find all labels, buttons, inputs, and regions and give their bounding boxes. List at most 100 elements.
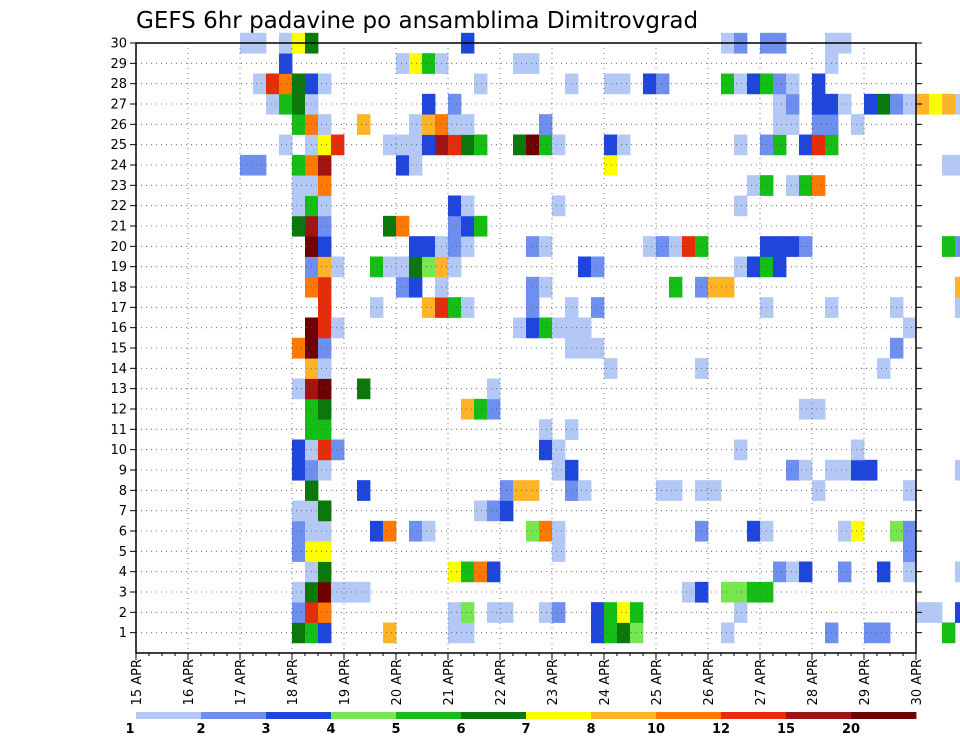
legend-swatch (331, 712, 397, 719)
heatmap-cell (747, 73, 761, 95)
heatmap-cell (955, 459, 960, 481)
heatmap-cell (448, 215, 462, 237)
x-tick-label: 21 APR (442, 659, 457, 705)
heatmap-cell (552, 602, 566, 623)
heatmap-cell (552, 317, 566, 339)
heatmap-cell (318, 73, 332, 95)
heatmap-cell (864, 93, 878, 115)
heatmap-cell (734, 256, 748, 278)
heatmap-cell (474, 215, 488, 237)
y-tick-label: 29 (110, 57, 127, 72)
legend-swatch (721, 712, 787, 719)
heatmap-cell (903, 480, 917, 501)
x-tick-label: 16 APR (182, 659, 197, 705)
heatmap-cells (240, 32, 960, 644)
heatmap-cell (734, 581, 748, 603)
heatmap-cell (526, 236, 540, 257)
heatmap-cell (604, 134, 618, 156)
chart-title: GEFS 6hr padavine po ansamblima Dimitrov… (136, 8, 698, 34)
heatmap-cell (461, 134, 475, 156)
heatmap-cell (851, 520, 865, 542)
heatmap-cell (942, 236, 956, 257)
y-tick-label: 28 (110, 77, 127, 92)
legend-label: 20 (842, 722, 860, 737)
heatmap-cell (474, 561, 488, 583)
x-tick-label: 24 APR (598, 659, 613, 705)
heatmap-cell (539, 439, 553, 461)
heatmap-cell (656, 73, 670, 95)
heatmap-cell (461, 398, 475, 420)
y-tick-label: 15 (110, 342, 127, 357)
heatmap-cell (591, 256, 605, 278)
heatmap-cell (578, 337, 592, 359)
heatmap-cell (318, 581, 332, 603)
heatmap-cell (448, 93, 462, 115)
heatmap-cell (357, 114, 371, 135)
heatmap-cell (604, 622, 618, 644)
heatmap-cell (357, 480, 371, 501)
y-tick-label: 10 (110, 443, 127, 458)
heatmap-cell (617, 134, 631, 156)
heatmap-cell (383, 256, 397, 278)
heatmap-cell (292, 195, 306, 217)
heatmap-cell (903, 93, 917, 115)
heatmap-cell (474, 134, 488, 156)
heatmap-cell (656, 480, 670, 501)
x-tick-label: 28 APR (806, 659, 821, 705)
heatmap-cell (877, 93, 891, 115)
heatmap-cell (773, 114, 787, 135)
legend-label: 15 (777, 722, 795, 737)
heatmap-cell (292, 337, 306, 359)
heatmap-cell (422, 134, 436, 156)
heatmap-cell (773, 134, 787, 156)
heatmap-cell (916, 93, 930, 115)
heatmap-cell (279, 93, 293, 115)
heatmap-cell (838, 459, 852, 481)
x-tick-label: 20 APR (390, 659, 405, 705)
heatmap-cell (721, 622, 735, 644)
heatmap-cell (838, 93, 852, 115)
legend-swatch (591, 712, 657, 719)
heatmap-cell (292, 114, 306, 135)
heatmap-cell (318, 236, 332, 257)
heatmap-cell (318, 500, 332, 522)
heatmap-cell (708, 480, 722, 501)
heatmap-cell (955, 236, 960, 257)
heatmap-cell (409, 134, 423, 156)
heatmap-cell (448, 622, 462, 644)
heatmap-cell (422, 297, 436, 318)
heatmap-cell (877, 358, 891, 379)
heatmap-cell (552, 195, 566, 217)
heatmap-cell (539, 520, 553, 542)
heatmap-cell (331, 439, 345, 461)
legend-swatch (136, 712, 202, 719)
heatmap-cell (799, 236, 813, 257)
heatmap-cell (487, 602, 501, 623)
legend-label: 3 (261, 722, 270, 737)
heatmap-cell (799, 398, 813, 420)
y-tick-label: 14 (110, 362, 127, 377)
heatmap-cell (539, 602, 553, 623)
heatmap-cell (838, 561, 852, 583)
heatmap-cell (292, 93, 306, 115)
heatmap-cell (422, 93, 436, 115)
heatmap-cell (721, 581, 735, 603)
y-tick-label: 1 (119, 626, 127, 641)
heatmap-cell (552, 134, 566, 156)
heatmap-cell (318, 154, 332, 176)
y-tick-label: 20 (110, 240, 127, 255)
heatmap-cell (864, 459, 878, 481)
legend-swatch (396, 712, 462, 719)
heatmap-cell (591, 297, 605, 318)
heatmap-cell (266, 93, 280, 115)
heatmap-cell (448, 256, 462, 278)
legend-swatch (266, 712, 332, 719)
y-tick-label: 23 (110, 179, 127, 194)
heatmap-cell (734, 134, 748, 156)
heatmap-cell (461, 195, 475, 217)
heatmap-cell (396, 276, 410, 298)
heatmap-cell (851, 114, 865, 135)
heatmap-cell (357, 581, 371, 603)
heatmap-cell (812, 175, 826, 196)
heatmap-cell (383, 134, 397, 156)
